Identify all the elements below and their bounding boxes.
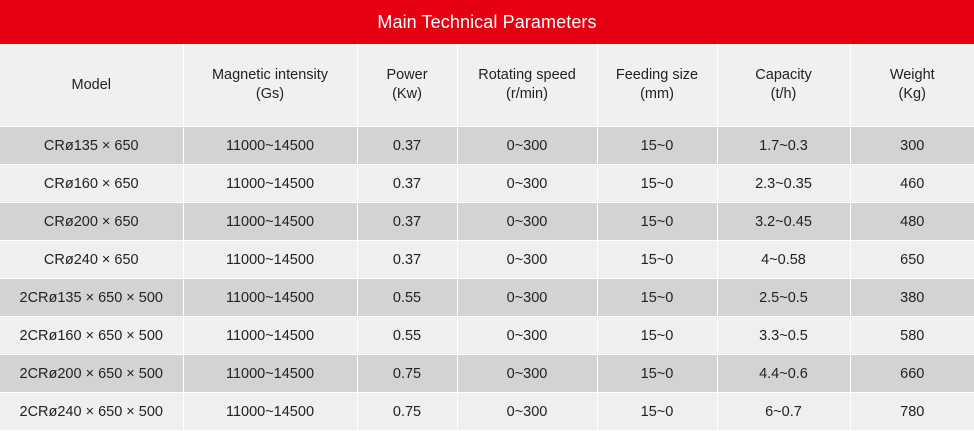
- cell-rotating-speed: 0~300: [457, 278, 598, 317]
- cell-rotating-speed: 0~300: [457, 240, 598, 279]
- cell-rotating-speed: 0~300: [457, 354, 598, 393]
- table-body: CRø135 × 650 11000~14500 0.37 0~300 15~0 1.7~…: [0, 126, 974, 431]
- cell-rotating-speed: 0~300: [457, 126, 598, 165]
- cell-power: 0.55: [357, 278, 458, 317]
- cell-rotating-speed: 0~300: [457, 316, 598, 355]
- cell-weight: 300: [850, 126, 974, 165]
- parameters-table: Model Magnetic intensity (Gs) Power (Kw) R…: [0, 44, 974, 431]
- cell-capacity: 3.2~0.45: [717, 202, 851, 241]
- cell-feeding-size: 15~0: [597, 202, 718, 241]
- cell-feeding-size: 15~0: [597, 278, 718, 317]
- header-row: Model Magnetic intensity (Gs) Power (Kw) R…: [0, 44, 974, 127]
- cell-weight: 380: [850, 278, 974, 317]
- cell-power: 0.55: [357, 316, 458, 355]
- cell-power: 0.37: [357, 126, 458, 165]
- cell-feeding-size: 15~0: [597, 316, 718, 355]
- cell-magnetic-intensity: 11000~14500: [183, 164, 358, 203]
- cell-magnetic-intensity: 11000~14500: [183, 316, 358, 355]
- table-row: 2CRø200 × 650 × 500 11000~14500 0.75 0~300 1…: [0, 354, 974, 393]
- cell-capacity: 4~0.58: [717, 240, 851, 279]
- table-row: CRø160 × 650 11000~14500 0.37 0~300 15~0 2.3~…: [0, 164, 974, 203]
- table-header: Model Magnetic intensity (Gs) Power (Kw) R…: [0, 44, 974, 127]
- cell-power: 0.37: [357, 240, 458, 279]
- header-model: Model: [0, 44, 184, 127]
- cell-capacity: 2.3~0.35: [717, 164, 851, 203]
- cell-magnetic-intensity: 11000~14500: [183, 354, 358, 393]
- cell-magnetic-intensity: 11000~14500: [183, 126, 358, 165]
- cell-power: 0.75: [357, 392, 458, 431]
- cell-feeding-size: 15~0: [597, 126, 718, 165]
- cell-rotating-speed: 0~300: [457, 392, 598, 431]
- cell-feeding-size: 15~0: [597, 354, 718, 393]
- cell-rotating-speed: 0~300: [457, 164, 598, 203]
- table-row: 2CRø135 × 650 × 500 11000~14500 0.55 0~300 1…: [0, 278, 974, 317]
- cell-magnetic-intensity: 11000~14500: [183, 392, 358, 431]
- cell-capacity: 4.4~0.6: [717, 354, 851, 393]
- cell-capacity: 3.3~0.5: [717, 316, 851, 355]
- cell-feeding-size: 15~0: [597, 392, 718, 431]
- cell-weight: 650: [850, 240, 974, 279]
- cell-rotating-speed: 0~300: [457, 202, 598, 241]
- cell-weight: 480: [850, 202, 974, 241]
- cell-capacity: 6~0.7: [717, 392, 851, 431]
- table-row: 2CRø240 × 650 × 500 11000~14500 0.75 0~300 1…: [0, 392, 974, 431]
- cell-model: CRø200 × 650: [0, 202, 184, 241]
- header-capacity: Capacity (t/h): [717, 44, 851, 127]
- cell-weight: 660: [850, 354, 974, 393]
- cell-weight: 780: [850, 392, 974, 431]
- header-rotating-speed: Rotating speed (r/min): [457, 44, 598, 127]
- cell-model: 2CRø240 × 650 × 500: [0, 392, 184, 431]
- table-title: Main Technical Parameters: [0, 0, 974, 44]
- cell-magnetic-intensity: 11000~14500: [183, 202, 358, 241]
- cell-feeding-size: 15~0: [597, 164, 718, 203]
- cell-capacity: 2.5~0.5: [717, 278, 851, 317]
- header-magnetic-intensity: Magnetic intensity (Gs): [183, 44, 358, 127]
- header-power: Power (Kw): [357, 44, 458, 127]
- table-row: CRø135 × 650 11000~14500 0.37 0~300 15~0 1.7~…: [0, 126, 974, 165]
- table-row: CRø200 × 650 11000~14500 0.37 0~300 15~0 3.2~…: [0, 202, 974, 241]
- cell-power: 0.37: [357, 202, 458, 241]
- cell-model: CRø160 × 650: [0, 164, 184, 203]
- header-feeding-size: Feeding size (mm): [597, 44, 718, 127]
- cell-model: 2CRø200 × 650 × 500: [0, 354, 184, 393]
- table-row: CRø240 × 650 11000~14500 0.37 0~300 15~0 4~0.…: [0, 240, 974, 279]
- cell-model: CRø240 × 650: [0, 240, 184, 279]
- cell-weight: 460: [850, 164, 974, 203]
- cell-weight: 580: [850, 316, 974, 355]
- cell-capacity: 1.7~0.3: [717, 126, 851, 165]
- cell-magnetic-intensity: 11000~14500: [183, 240, 358, 279]
- cell-feeding-size: 15~0: [597, 240, 718, 279]
- cell-model: 2CRø160 × 650 × 500: [0, 316, 184, 355]
- header-weight: Weight (Kg): [850, 44, 974, 127]
- table-row: 2CRø160 × 650 × 500 11000~14500 0.55 0~300 1…: [0, 316, 974, 355]
- cell-magnetic-intensity: 11000~14500: [183, 278, 358, 317]
- cell-model: 2CRø135 × 650 × 500: [0, 278, 184, 317]
- cell-power: 0.37: [357, 164, 458, 203]
- cell-power: 0.75: [357, 354, 458, 393]
- cell-model: CRø135 × 650: [0, 126, 184, 165]
